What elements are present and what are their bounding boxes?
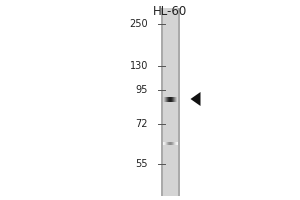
Text: 250: 250 bbox=[129, 19, 148, 29]
Bar bbox=[178, 8, 180, 196]
Text: 72: 72 bbox=[136, 119, 148, 129]
Text: HL-60: HL-60 bbox=[153, 5, 188, 18]
Text: 130: 130 bbox=[130, 61, 148, 71]
Bar bbox=[163, 8, 178, 196]
Polygon shape bbox=[190, 92, 200, 106]
Text: 55: 55 bbox=[136, 159, 148, 169]
Text: 95: 95 bbox=[136, 85, 148, 95]
Bar bbox=[160, 8, 163, 196]
